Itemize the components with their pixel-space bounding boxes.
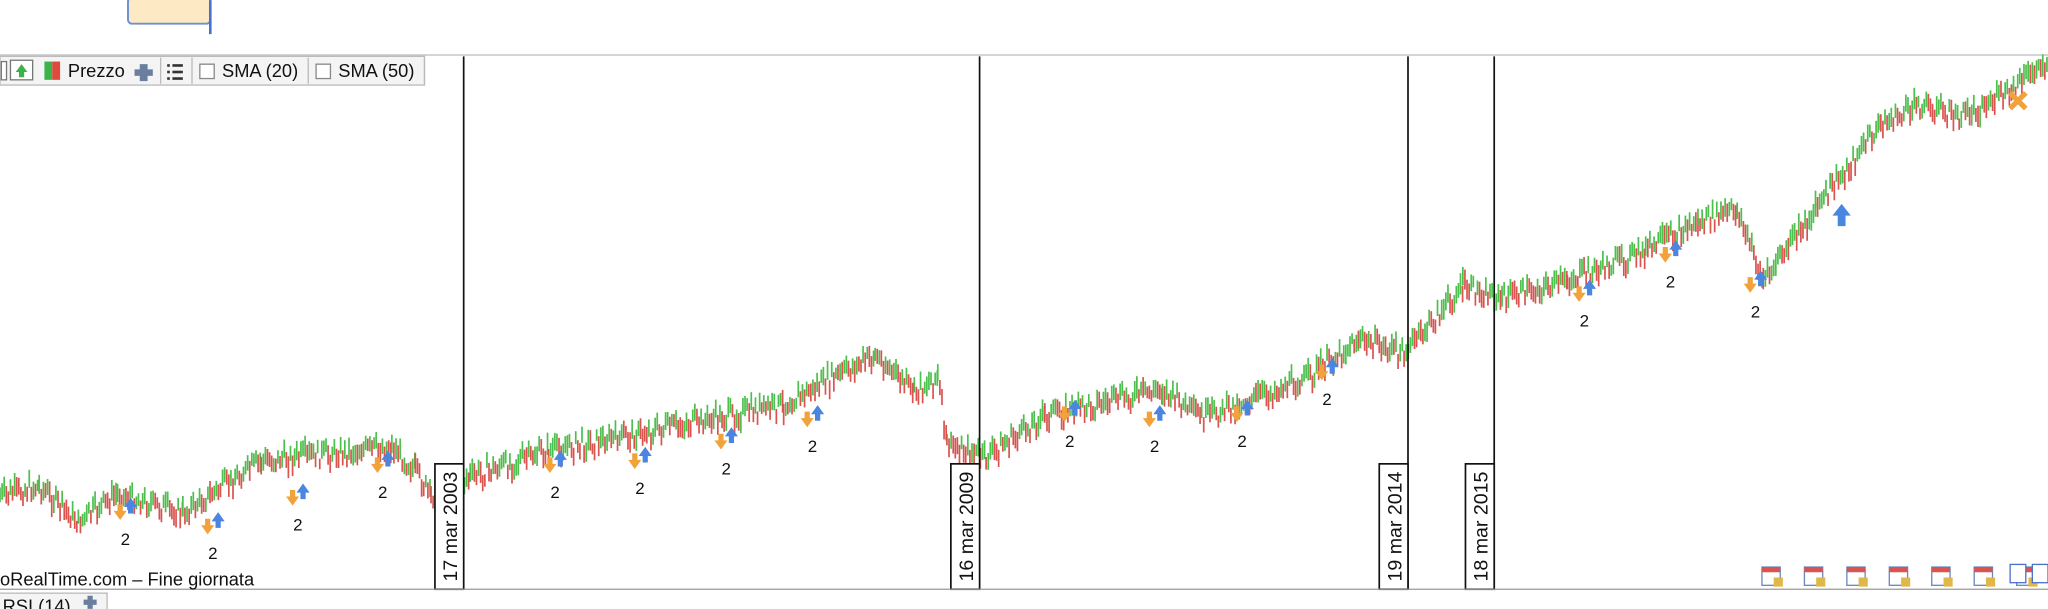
add-icon[interactable] [134,64,153,82]
signal-count: 2 [721,459,730,478]
checkbox[interactable] [315,63,332,80]
sell-arrow[interactable] [1230,406,1244,423]
signal-count: 2 [808,437,817,456]
signal-count: 2 [1751,303,1760,322]
event-markers: 17 mar 2003 16 mar 2009 19 mar 2014 18 mar … [434,56,1496,591]
rsi-tab[interactable] [0,592,108,609]
sell-arrow[interactable] [1057,406,1072,423]
buy-marker[interactable] [1832,203,1851,227]
calendar-badge [1858,577,1868,587]
checkbox[interactable] [199,63,215,80]
signal-count: 2 [293,515,302,534]
signal-count: 2 [1322,390,1331,409]
signal-count: 2 [121,530,130,549]
signal-count: 2 [635,479,644,498]
calendar-top [1974,567,1993,573]
indicator-toggles: SMA (20) SMA (50) [199,57,426,84]
signal-count: 2 [550,483,559,502]
buy-arrow[interactable] [811,405,825,421]
calendar-top [1846,567,1866,573]
sell-arrow[interactable] [800,411,814,428]
calendar-badge [1985,577,1996,587]
copy-icon[interactable] [2009,563,2027,584]
color-swatch [44,61,53,80]
calendar-top [1889,567,1908,573]
sell-arrow[interactable] [543,457,557,473]
add-icon[interactable] [83,595,97,609]
buy-arrow[interactable] [1754,270,1768,287]
navigator-handle[interactable] [127,0,212,25]
buy-arrow[interactable] [296,483,310,500]
sell-arrow[interactable] [113,504,127,521]
price-series [0,54,2048,534]
list-icon[interactable] [167,64,183,80]
signal-count: 2 [1666,273,1675,292]
sell-arrow[interactable] [201,518,215,535]
sell-arrow[interactable] [1658,247,1672,263]
signal-count: 2 [378,483,387,502]
signal-count: 2 [1580,312,1589,331]
buy-arrow[interactable] [1583,279,1597,296]
indicator-label[interactable]: SMA (50) [338,60,414,81]
buy-arrow[interactable] [1068,399,1082,416]
calendar-badge [1943,577,1953,587]
buy-arrow[interactable] [211,512,225,528]
buy-arrow[interactable] [1325,358,1339,374]
data-source: oRealTime.com – Fine giornata [0,568,255,589]
calendar-top [1761,567,1781,573]
sell-arrow[interactable] [714,433,728,450]
event-label: 17 mar 2003 [440,471,462,581]
event-label: 19 mar 2014 [1384,471,1406,581]
event-label-box [950,462,981,591]
buy-arrow[interactable] [381,450,395,467]
indicator-label[interactable]: SMA (20) [222,60,298,81]
icon-arrow [15,64,28,78]
signal-count: 2 [1065,432,1074,451]
buy-arrow[interactable] [1153,405,1167,421]
signal-count: 2 [1237,432,1246,451]
signal-count: 2 [1150,437,1159,456]
event-label: 18 mar 2015 [1471,471,1493,581]
signal-markers: 2 2 2 2 2 2 2 2 2 2 2 2 2 2 2 [113,240,1768,563]
close-marker[interactable] [2008,91,2028,111]
toolbar: Prezzo SMA (20) SMA (50) [0,55,426,86]
sell-arrow[interactable] [1572,286,1586,302]
calendar-icons [1761,563,2048,587]
sell-arrow[interactable] [1315,364,1329,381]
sell-arrow[interactable] [1142,411,1156,428]
sell-arrow[interactable] [1743,277,1757,293]
buy-arrow[interactable] [553,450,567,467]
event-label-box [434,462,465,591]
copy-icon[interactable] [2031,563,2048,584]
color-swatch [52,61,61,80]
buy-arrow[interactable] [1669,240,1683,257]
rsi-title: RSI (14) [3,596,71,609]
sell-arrow[interactable] [286,489,300,506]
buy-arrow[interactable] [724,427,738,443]
calendar-top [1931,567,1951,573]
buy-arrow[interactable] [124,497,138,514]
signal-count: 2 [208,544,217,563]
price-label[interactable]: Prezzo [68,60,125,81]
event-label: 16 mar 2009 [956,472,978,582]
icon[interactable] [0,60,8,81]
calendar-badge [1901,577,1911,587]
calendar-top [1804,567,1823,573]
sell-arrow[interactable] [628,453,642,470]
buy-arrow[interactable] [1240,399,1254,416]
calendar-badge [1816,577,1826,587]
sell-arrow[interactable] [370,457,384,473]
calendar-badge [1773,577,1783,587]
buy-arrow[interactable] [638,446,652,463]
